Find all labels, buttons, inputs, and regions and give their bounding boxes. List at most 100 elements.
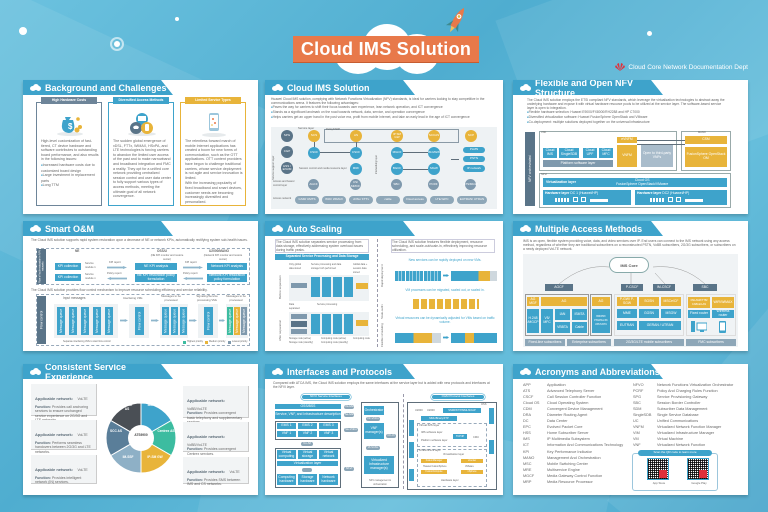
bullet: Diversified virtualization software: Hua… [527,115,727,120]
ref-point [302,468,312,472]
ne-kpi-analysis: NE KPI analysis [135,263,177,270]
legend-item: Medium priority [209,340,226,343]
divider [403,394,404,489]
service-card: Applicable network: VoLTE Function: Perf… [31,420,97,454]
interfacing-vms: Flow control [129,304,149,338]
acronym-row: EPC Evolved Packet Core [523,424,635,430]
virtual-ims-box [417,423,487,447]
intro-text: The Cloud IMS solution features flexible… [391,239,495,253]
acronym-key: MRE [523,467,532,472]
acronym-key: MANO [523,455,535,460]
wheel-center-label: ATS9900 [134,433,148,437]
compute-node [333,314,342,334]
infrastructure-box [417,449,487,487]
server-icon [581,197,586,202]
node-immgw: IM-MGW [428,147,440,159]
ian: IAN [555,309,570,320]
before-nodes [289,275,369,301]
acronym-value: Virtualized Network Function Manager [657,425,722,430]
arrow-left-icon [183,277,203,280]
wifi-wimax: WiFi/WiMAX [712,297,734,308]
arrow-left-icon [107,277,127,280]
acronym-key: CSCF [523,395,534,400]
acronym-value: Virtualized Infrastructure Manager [657,431,715,436]
access-wifi: WiFi/ WiMAX [322,196,346,204]
separation-banner: Separated Service Processing and Data St… [275,254,369,260]
u2000-label: U2000 [415,409,423,412]
node-agcf: AGCF [308,179,319,190]
acronym-value: Media Resource Processor [547,479,593,484]
server-icon [573,197,578,202]
arrow-right-icon [443,336,449,339]
storage-node [291,329,307,334]
nfvi-interfaces-banner: NFVI Service Interfaces [301,394,351,400]
phone-icon [719,321,726,333]
ggsn: GGSN [639,309,659,318]
storage-node [291,321,307,327]
acronym-key: VIM [633,431,640,436]
acronym-key: SDM [633,407,642,412]
qr-banner: Scan the QR code to learn more [638,450,712,456]
ems-3: EMS 3 [319,423,338,429]
qr-label: App Store [652,481,666,485]
smartphone-icon [202,113,226,137]
message-queue-medium: Message queue [234,307,240,335]
acronym-key: PCRF [633,389,644,394]
access-eutran: EUTRAN/ UTRAN [457,196,487,204]
legend-item: Lowest priority [232,340,248,343]
intro-text: The Cloud IMS solution provides flow con… [31,288,208,292]
cable: Cable [572,322,587,333]
kpi-collection: KPI collection [55,274,81,281]
acronym-value: Information And Communications Technolog… [547,443,624,448]
acronym-key: IMS [523,437,530,442]
bullet: Stands as a significant landmark on the … [271,110,497,115]
vmware-label: VMware [465,465,474,468]
vnf-singlesdb: Cloud SingleSDB [559,148,579,158]
policy-report: Policy report [183,272,198,275]
card-bullet: Long TTM [41,183,99,189]
service-module: Service module 1 [85,262,96,269]
acronym-row: SingleSDB Single Service Database [633,412,745,418]
vnf-cloud-ims: Cloud IMS [543,148,557,158]
evnfm: eVNFM [617,137,637,143]
vnf-mfc: Cloud MFC [599,148,613,158]
h248-mgcp: H.248 /MGCP [527,309,539,333]
cloud-icon [520,368,531,375]
acronym-row: MRE Multiservice Engine [523,467,635,473]
virtualization-layer: Virtualization layer Cloud OS FusionSpher… [543,178,727,187]
layer-label: Access network [273,197,292,200]
legend-item: Highest priority [187,340,203,343]
rapid-deployment-text: New services can be rapidly deployed on … [408,258,482,262]
agcf-node: AGCF [545,284,573,291]
computing-hardware: Computing hardware [277,474,296,485]
node-cgp: CGP [281,146,293,158]
acronym-value: Service Provisioning Gateway [657,395,708,400]
acronym-key: UC [633,419,639,424]
hardware-layer-dc2: Hardware layer DC2 (Huawei/HP) [635,190,727,205]
stage-label: Messages to be processed [161,294,181,302]
acronym-value: Multiservice Engine [547,467,580,472]
acronym-row: Cloud OS Cloud Operating System [523,400,635,406]
acronym-row: PCRF Policy And Charging Rules Function [633,388,745,394]
node-plmn: PLMN [463,147,485,153]
compute-node [322,314,331,334]
acronym-row: APP Application [523,382,635,388]
connection-lines [558,266,706,285]
col-ossu: OSS/U [157,249,167,253]
ref-or-vnfm: Or-Vnfm [366,416,380,421]
qr-code-app-store[interactable] [647,458,669,480]
acronym-value: Policy And Charging Rules Function [657,389,718,394]
intro-text: Huawei Cloud IMS solution, complying wit… [271,97,485,106]
legend-item: Computing node [353,338,370,340]
scheduling-text: Virtual resources can be dynamically adj… [395,316,495,324]
acronym-value: Single Service Database [657,413,699,418]
panel-title: Auto Scaling [265,221,415,236]
server-icon [685,199,703,202]
kpi-flow-box [36,248,250,285]
msce: MSCe/CF [661,297,681,306]
ag-mgf: AG MGF [527,297,539,306]
parlay-box [324,129,459,143]
message-queue: Message queue [105,307,113,335]
qr-code-google-play[interactable] [687,458,709,480]
segment-sccas: SCC AS [110,429,122,433]
